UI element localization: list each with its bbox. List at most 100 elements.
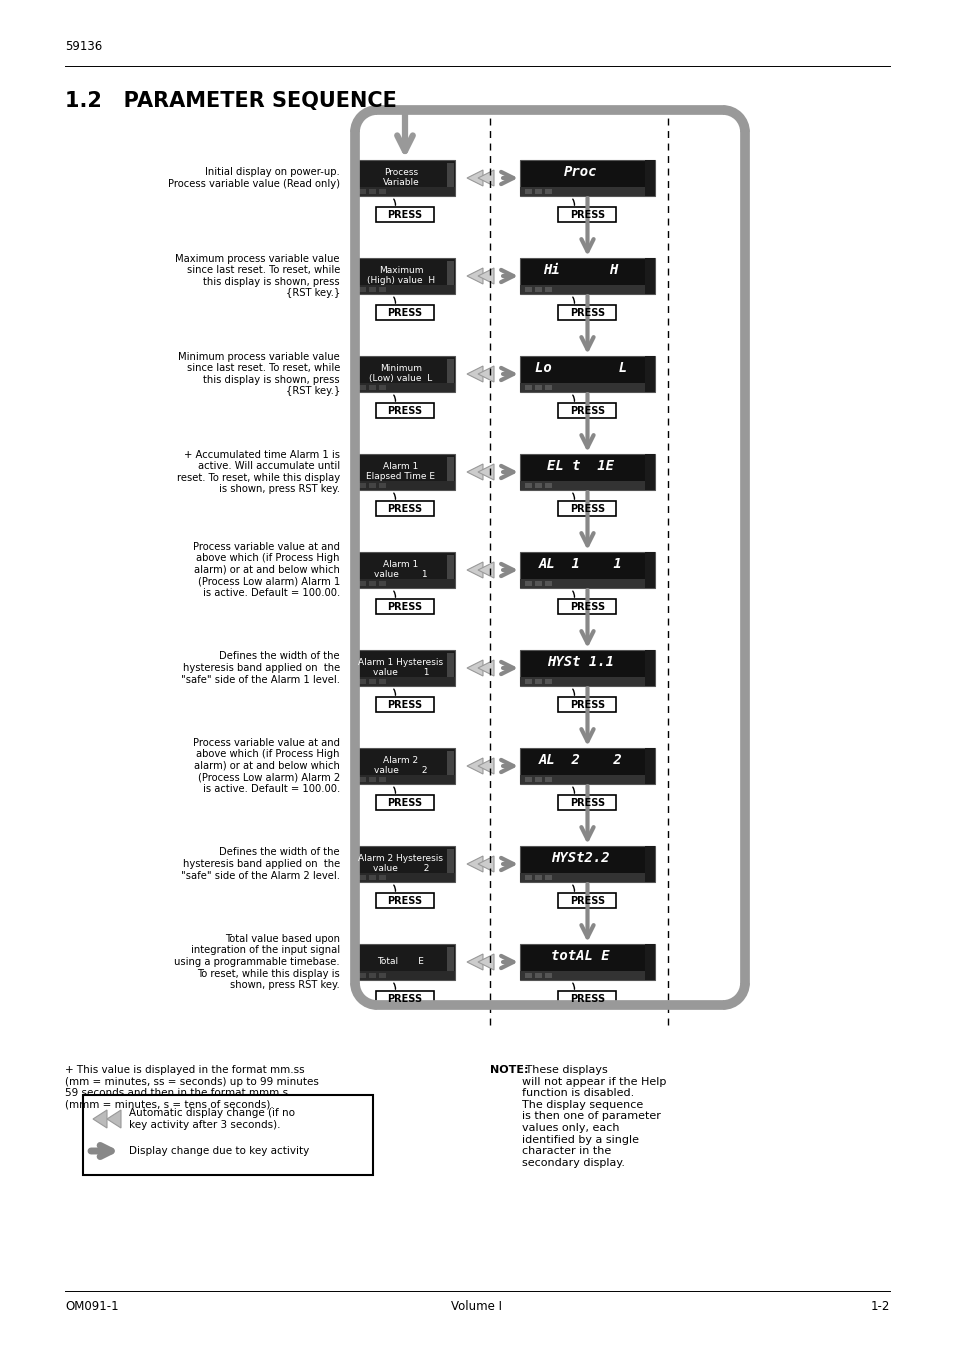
Bar (358, 777, 366, 782)
Bar (378, 875, 386, 880)
Bar (355, 873, 455, 882)
Bar (535, 286, 541, 292)
Bar (369, 484, 375, 488)
Bar (519, 580, 655, 588)
Polygon shape (477, 267, 494, 284)
Text: PRESS: PRESS (569, 700, 604, 709)
Text: Hi      H: Hi H (542, 263, 618, 277)
Bar (375, 305, 434, 320)
Bar (378, 385, 386, 390)
Bar (644, 748, 655, 784)
Text: PRESS: PRESS (569, 601, 604, 612)
Bar (644, 454, 655, 490)
Bar (358, 385, 366, 390)
Bar (378, 680, 386, 684)
Bar (524, 973, 532, 978)
Bar (369, 680, 375, 684)
Bar (519, 186, 655, 196)
Bar (544, 189, 552, 195)
Bar (355, 677, 455, 686)
Bar (355, 553, 455, 588)
Bar (375, 893, 434, 908)
Bar (524, 385, 532, 390)
Text: Total value based upon
integration of the input signal
using a programmable time: Total value based upon integration of th… (174, 934, 339, 990)
Bar (369, 581, 375, 586)
Polygon shape (477, 857, 494, 871)
Bar (644, 159, 655, 196)
Text: PRESS: PRESS (569, 504, 604, 513)
Text: totAL E: totAL E (551, 950, 609, 963)
Polygon shape (467, 267, 482, 284)
Bar (644, 944, 655, 979)
Text: Automatic display change (if no
key activity after 3 seconds).: Automatic display change (if no key acti… (129, 1108, 294, 1129)
Bar (519, 748, 655, 784)
Bar (355, 580, 455, 588)
Bar (558, 794, 616, 811)
Bar (519, 382, 655, 392)
Text: PRESS: PRESS (387, 308, 422, 317)
Bar (519, 971, 655, 979)
Polygon shape (477, 170, 494, 186)
Text: Lo        L: Lo L (534, 361, 626, 376)
Bar (369, 385, 375, 390)
Text: HYSt2.2: HYSt2.2 (551, 851, 609, 865)
Bar (447, 653, 454, 684)
Bar (558, 598, 616, 613)
Bar (355, 186, 455, 196)
Bar (544, 680, 552, 684)
Bar (519, 159, 655, 196)
Text: PRESS: PRESS (569, 797, 604, 808)
Bar (447, 947, 454, 977)
Text: PRESS: PRESS (387, 601, 422, 612)
Text: PRESS: PRESS (387, 209, 422, 219)
Bar (378, 484, 386, 488)
Bar (355, 285, 455, 295)
Text: PRESS: PRESS (569, 896, 604, 905)
Bar (524, 680, 532, 684)
Bar (358, 484, 366, 488)
Bar (544, 484, 552, 488)
Text: PRESS: PRESS (569, 209, 604, 219)
Bar (544, 875, 552, 880)
Text: Process
Variable: Process Variable (382, 168, 419, 186)
Bar (524, 777, 532, 782)
Bar (369, 777, 375, 782)
Bar (83, 1096, 373, 1175)
Bar (519, 481, 655, 490)
Bar (358, 581, 366, 586)
Bar (355, 454, 455, 490)
Text: Alarm 2 Hysteresis
value         2: Alarm 2 Hysteresis value 2 (358, 854, 443, 873)
Text: PRESS: PRESS (387, 993, 422, 1004)
Bar (519, 677, 655, 686)
Bar (378, 286, 386, 292)
Text: NOTE:: NOTE: (490, 1065, 528, 1075)
Text: Maximum
(High) value  H: Maximum (High) value H (367, 266, 435, 285)
Bar (544, 286, 552, 292)
Bar (544, 973, 552, 978)
Bar (519, 650, 655, 686)
Bar (558, 501, 616, 516)
Bar (535, 680, 541, 684)
Bar (355, 650, 455, 686)
Bar (519, 873, 655, 882)
Bar (447, 359, 454, 389)
Polygon shape (467, 661, 482, 676)
Text: Alarm 1
value        1: Alarm 1 value 1 (374, 559, 427, 580)
Bar (358, 973, 366, 978)
Bar (375, 403, 434, 417)
Text: Alarm 2
value        2: Alarm 2 value 2 (374, 755, 427, 775)
Bar (375, 992, 434, 1006)
Bar (519, 258, 655, 295)
Text: EL t  1E: EL t 1E (547, 459, 614, 473)
Text: PRESS: PRESS (569, 993, 604, 1004)
Bar (447, 457, 454, 486)
Bar (369, 189, 375, 195)
Bar (535, 777, 541, 782)
Bar (644, 258, 655, 295)
Text: OM091-1: OM091-1 (65, 1300, 118, 1313)
Bar (544, 385, 552, 390)
Bar (375, 794, 434, 811)
Bar (519, 454, 655, 490)
Bar (358, 680, 366, 684)
Polygon shape (467, 366, 482, 382)
